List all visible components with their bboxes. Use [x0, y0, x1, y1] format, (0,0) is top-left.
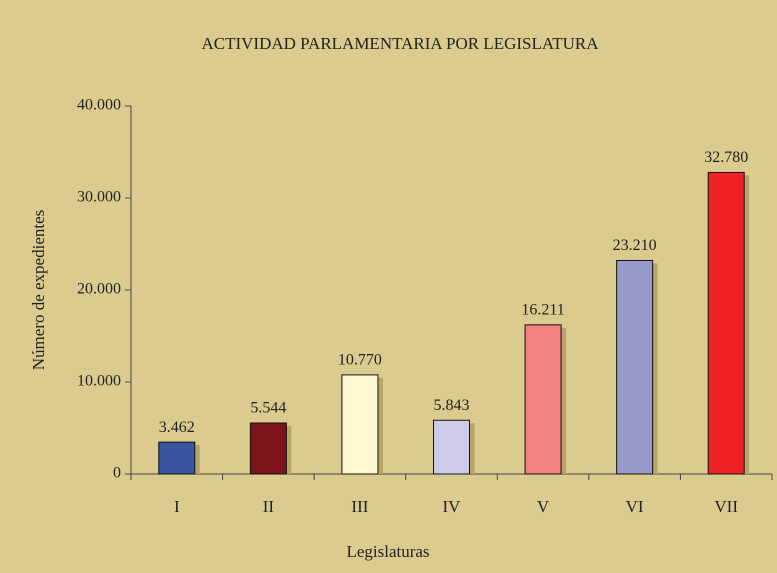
y-tick-label: 0 [113, 465, 121, 482]
value-label: 10.770 [338, 352, 382, 369]
y-tick-label: 40.000 [77, 97, 121, 114]
bar [616, 259, 654, 475]
x-axis-label: Legislaturas [346, 542, 429, 561]
x-tick-label: VII [714, 497, 738, 516]
x-tick-label: III [351, 497, 368, 516]
value-label: 32.780 [704, 149, 748, 166]
bar [433, 419, 470, 475]
y-tick-label: 10.000 [77, 373, 121, 390]
bar [341, 374, 379, 475]
bar [524, 324, 562, 475]
bar [158, 441, 196, 475]
y-tick-label: 30.000 [77, 189, 121, 206]
x-tick-label: II [263, 497, 275, 516]
y-axis-label: Número de expedientes [29, 210, 48, 371]
x-tick-label: VI [626, 497, 644, 516]
x-tick-label: V [537, 497, 550, 516]
value-label: 23.210 [613, 237, 657, 254]
y-tick-label: 20.000 [77, 281, 121, 298]
value-label: 5.544 [250, 400, 286, 417]
x-tick-label: I [174, 497, 180, 516]
chart-title: ACTIVIDAD PARLAMENTARIA POR LEGISLATURA [201, 34, 599, 53]
x-tick-label: IV [443, 497, 462, 516]
value-label: 5.843 [434, 397, 470, 414]
value-label: 16.211 [521, 302, 564, 319]
bar [707, 171, 745, 475]
value-label: 3.462 [159, 419, 195, 436]
bar [249, 422, 287, 475]
